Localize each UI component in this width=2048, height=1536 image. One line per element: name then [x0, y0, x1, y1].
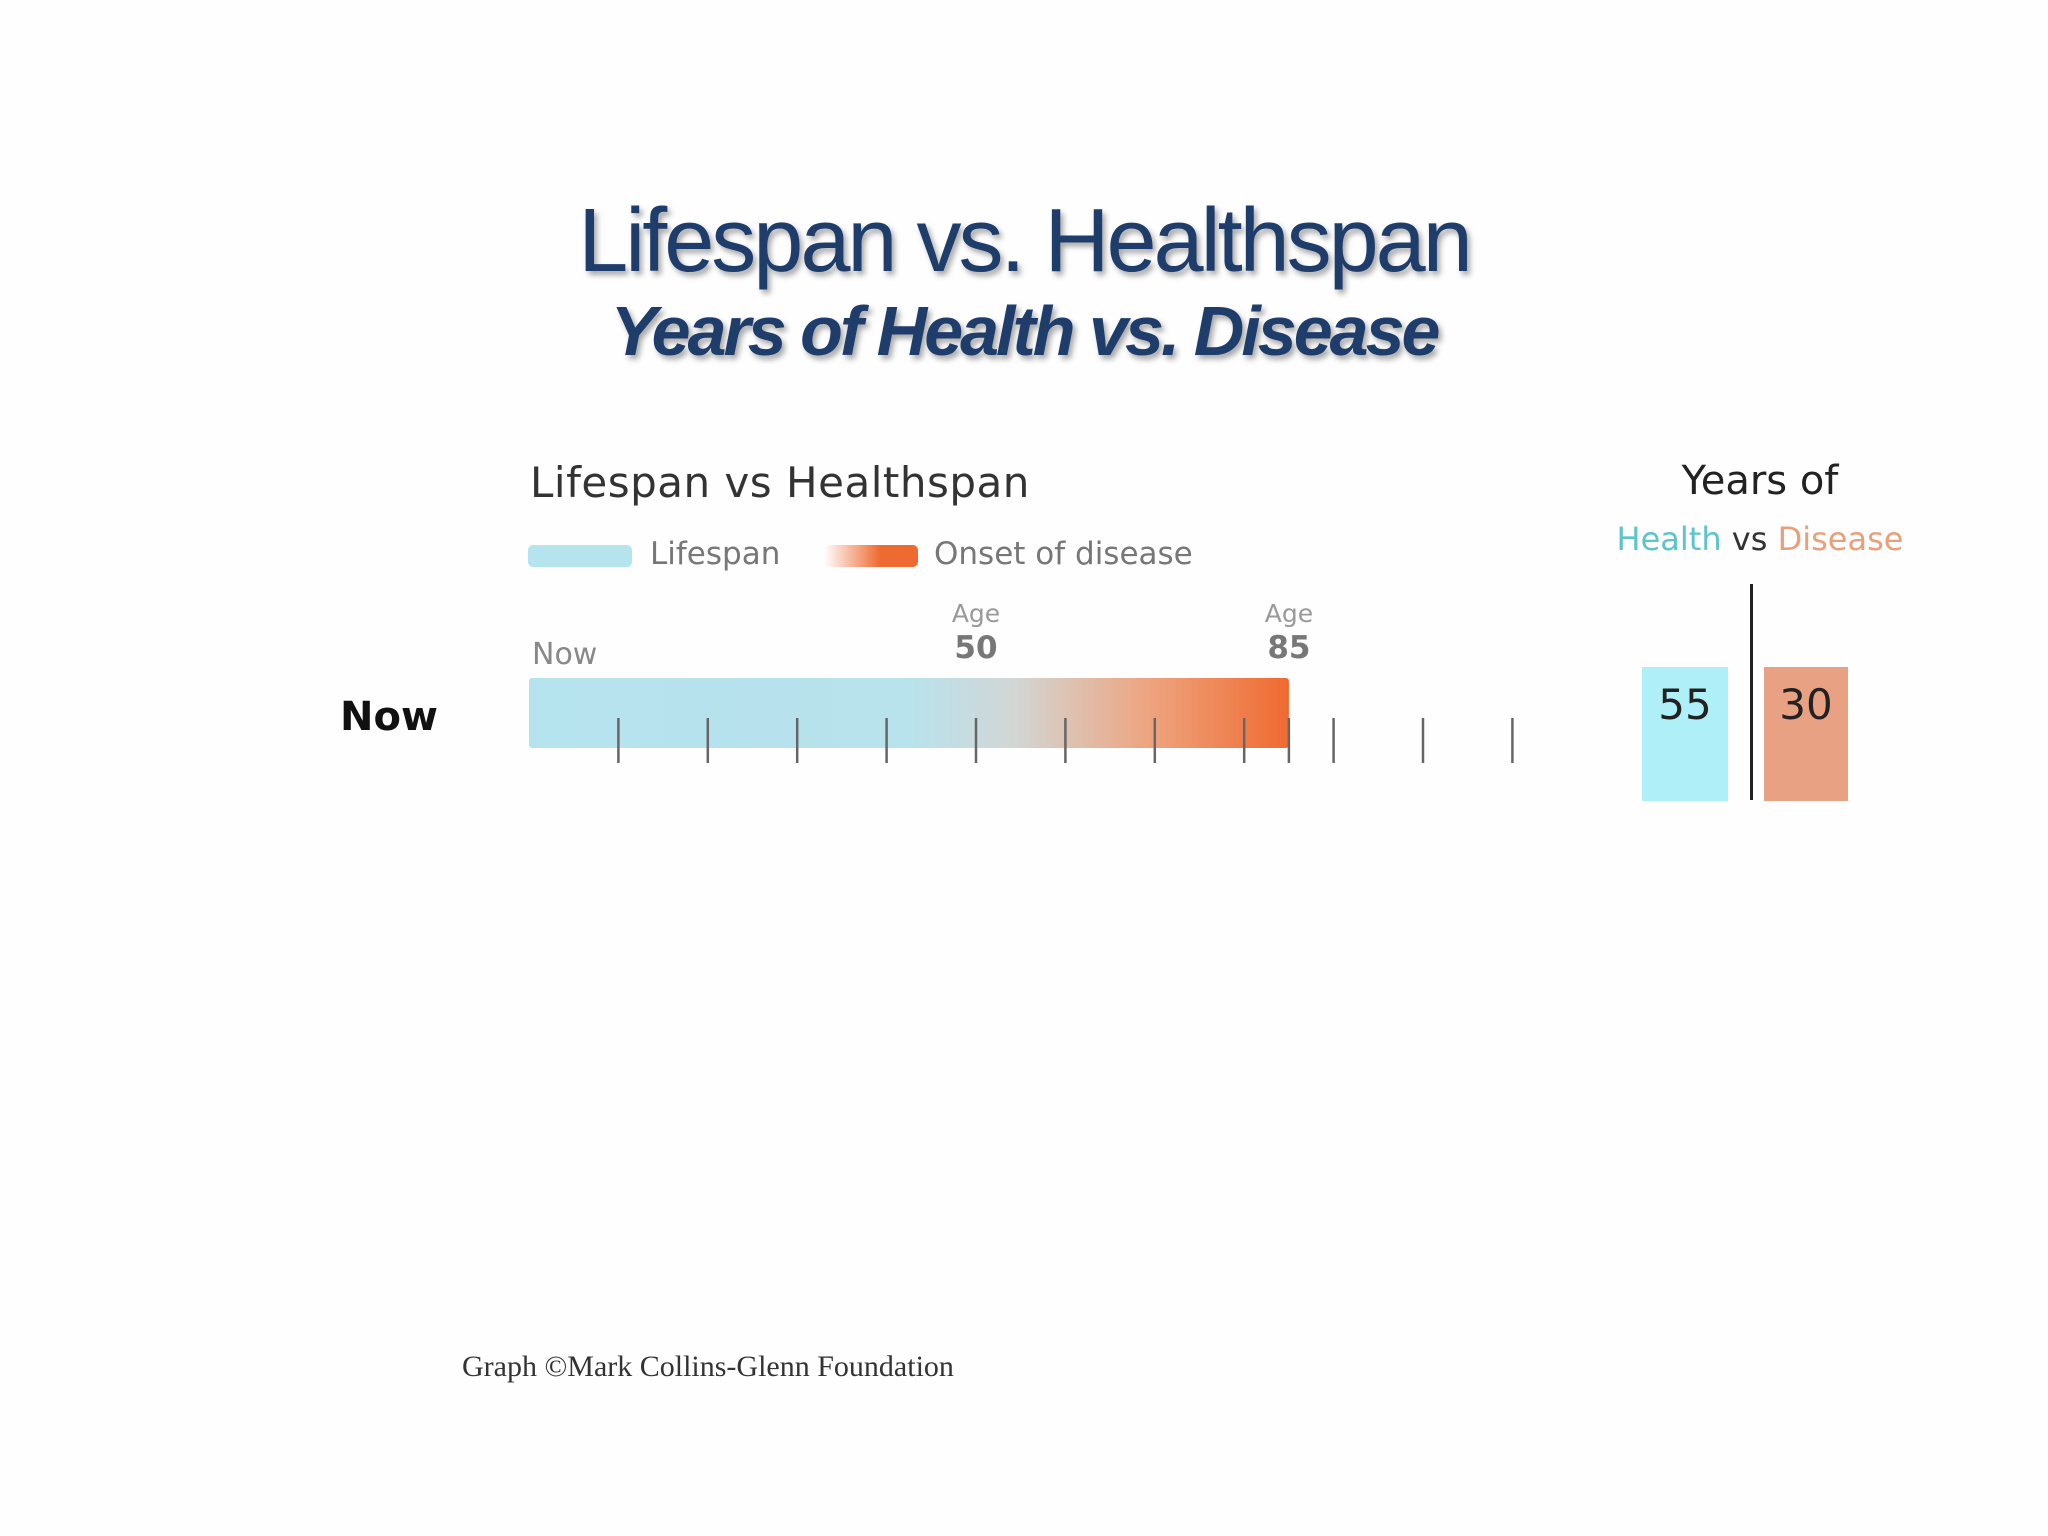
graph-credit: Graph ©Mark Collins-Glenn Foundation [462, 1350, 954, 1383]
years-subtitle: Health vs Disease [1610, 520, 1910, 558]
lifespan-bar [529, 678, 1289, 748]
disease-years-bar [1764, 667, 1848, 801]
legend-swatch-onset [824, 545, 918, 567]
disease-word: Disease [1777, 520, 1904, 558]
page-title: Lifespan vs. Healthspan [578, 191, 1473, 291]
age-marker-value: 50 [954, 630, 997, 666]
age-marker-prefix: Age [952, 599, 1000, 628]
health-word: Health [1616, 520, 1722, 558]
years-chart-title: Years of [1681, 458, 1839, 504]
row-label-now: Now [340, 694, 438, 740]
health-years-bar [1642, 667, 1728, 801]
timeline-chart-title: Lifespan vs Healthspan [530, 458, 1030, 507]
page-subtitle: Years of Health vs. Disease [610, 292, 1441, 370]
disease-years-value: 30 [1779, 680, 1833, 729]
bar-divider [1750, 584, 1753, 800]
vs-word: vs [1731, 520, 1768, 558]
age-marker-prefix: Age [1265, 599, 1313, 628]
legend-label-lifespan: Lifespan [650, 536, 781, 572]
legend-label-onset: Onset of disease [934, 536, 1193, 572]
age-marker-value: 85 [1267, 630, 1310, 666]
health-years-value: 55 [1658, 680, 1712, 729]
timeline-start-label: Now [532, 637, 597, 672]
legend-swatch-lifespan [528, 545, 632, 567]
